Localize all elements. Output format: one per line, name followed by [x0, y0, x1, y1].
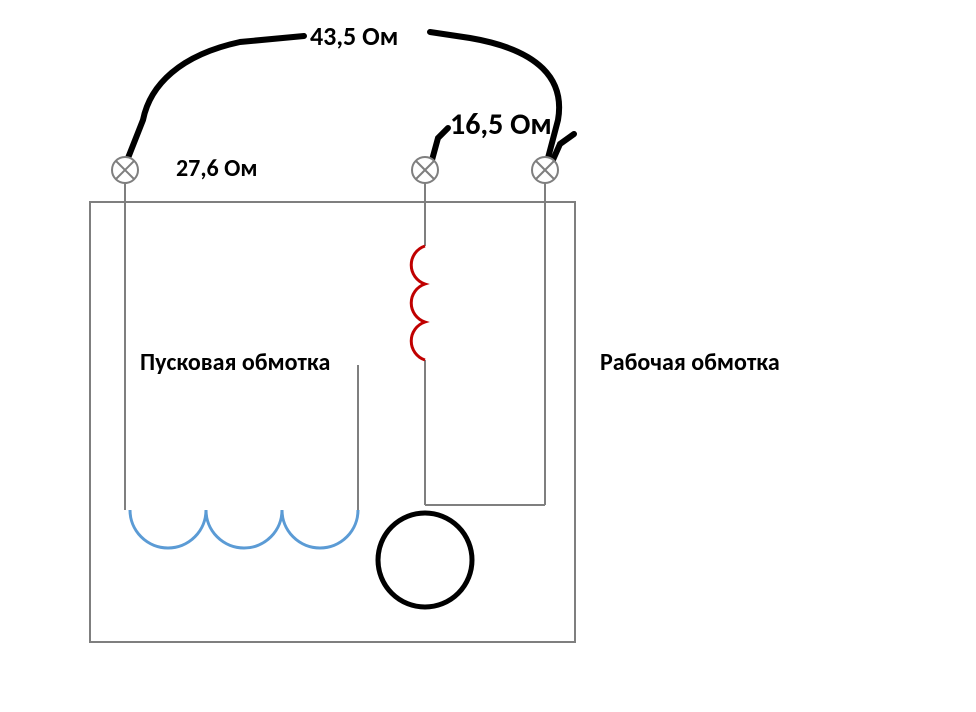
start-winding-coil [130, 510, 358, 548]
label-start-winding: Пусковая обмотка [140, 348, 330, 377]
label-work-winding: Рабочая обмотка [600, 348, 780, 377]
label-top-resistance: 43,5 Ом [310, 20, 398, 52]
lead-wire-left [128, 36, 304, 158]
rotor-circle [378, 513, 472, 607]
lead-wire-mid-left [432, 128, 448, 160]
label-left-resistance: 27,6 Ом [176, 154, 257, 183]
label-middle-resistance: 16,5 Ом [450, 106, 552, 143]
enclosure-box [90, 202, 575, 642]
diagram-root: 43,5 Ом 16,5 Ом 27,6 Ом Пусковая обмотка… [0, 0, 976, 712]
work-winding-coil [411, 246, 425, 360]
